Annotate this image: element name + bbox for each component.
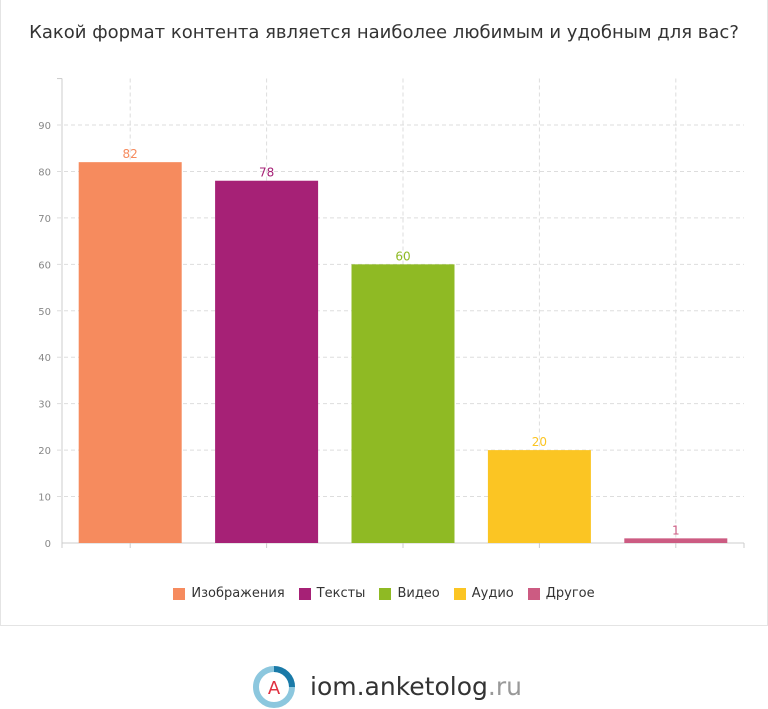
y-tick-label: 60 bbox=[38, 260, 51, 271]
y-tick-label: 90 bbox=[38, 121, 51, 132]
bar[interactable] bbox=[78, 162, 182, 543]
y-tick-label: 40 bbox=[38, 353, 51, 364]
bar[interactable] bbox=[215, 180, 319, 543]
y-tick-label: 70 bbox=[38, 214, 51, 225]
legend-label: Аудио bbox=[471, 586, 514, 601]
data-label: 60 bbox=[395, 249, 410, 263]
legend-swatch bbox=[298, 587, 311, 600]
bar[interactable] bbox=[487, 450, 591, 543]
legend: Изображения Тексты Видео Аудио Другое bbox=[0, 586, 768, 601]
bar[interactable] bbox=[624, 538, 728, 543]
y-tick-label: 20 bbox=[38, 446, 51, 457]
legend-item[interactable]: Аудио bbox=[453, 586, 514, 601]
legend-label: Тексты bbox=[316, 586, 366, 601]
y-tick-label: 50 bbox=[38, 307, 51, 318]
svg-text:A: A bbox=[268, 678, 281, 699]
legend-swatch bbox=[453, 587, 466, 600]
y-tick-label: 10 bbox=[38, 493, 51, 504]
data-label: 82 bbox=[123, 147, 138, 161]
data-label: 20 bbox=[532, 435, 547, 449]
y-tick-label: 30 bbox=[38, 400, 51, 411]
logo[interactable]: A iom.anketolog.ru bbox=[252, 664, 522, 708]
logo-text: iom.anketolog.ru bbox=[310, 671, 522, 701]
legend-label: Видео bbox=[397, 586, 440, 601]
legend-item[interactable]: Видео bbox=[379, 586, 440, 601]
legend-swatch bbox=[379, 587, 392, 600]
legend-label: Другое bbox=[545, 586, 595, 601]
data-label: 78 bbox=[259, 166, 274, 180]
legend-item[interactable]: Тексты bbox=[298, 586, 366, 601]
legend-swatch bbox=[173, 587, 186, 600]
bar[interactable] bbox=[351, 264, 455, 543]
bar-chart: 0 10 20 30 40 50 60 70 80 90 82 78 60 20 1 bbox=[38, 78, 745, 550]
y-tick-label: 80 bbox=[38, 167, 51, 178]
legend-label: Изображения bbox=[191, 586, 285, 601]
legend-item[interactable]: Другое bbox=[527, 586, 595, 601]
legend-item[interactable]: Изображения bbox=[173, 586, 285, 601]
legend-swatch bbox=[527, 587, 540, 600]
chart-title: Какой формат контента является наиболее … bbox=[29, 22, 739, 43]
y-tick-label: 0 bbox=[45, 539, 51, 550]
data-label: 1 bbox=[672, 523, 680, 537]
anketolog-logo-icon: A bbox=[253, 666, 295, 708]
